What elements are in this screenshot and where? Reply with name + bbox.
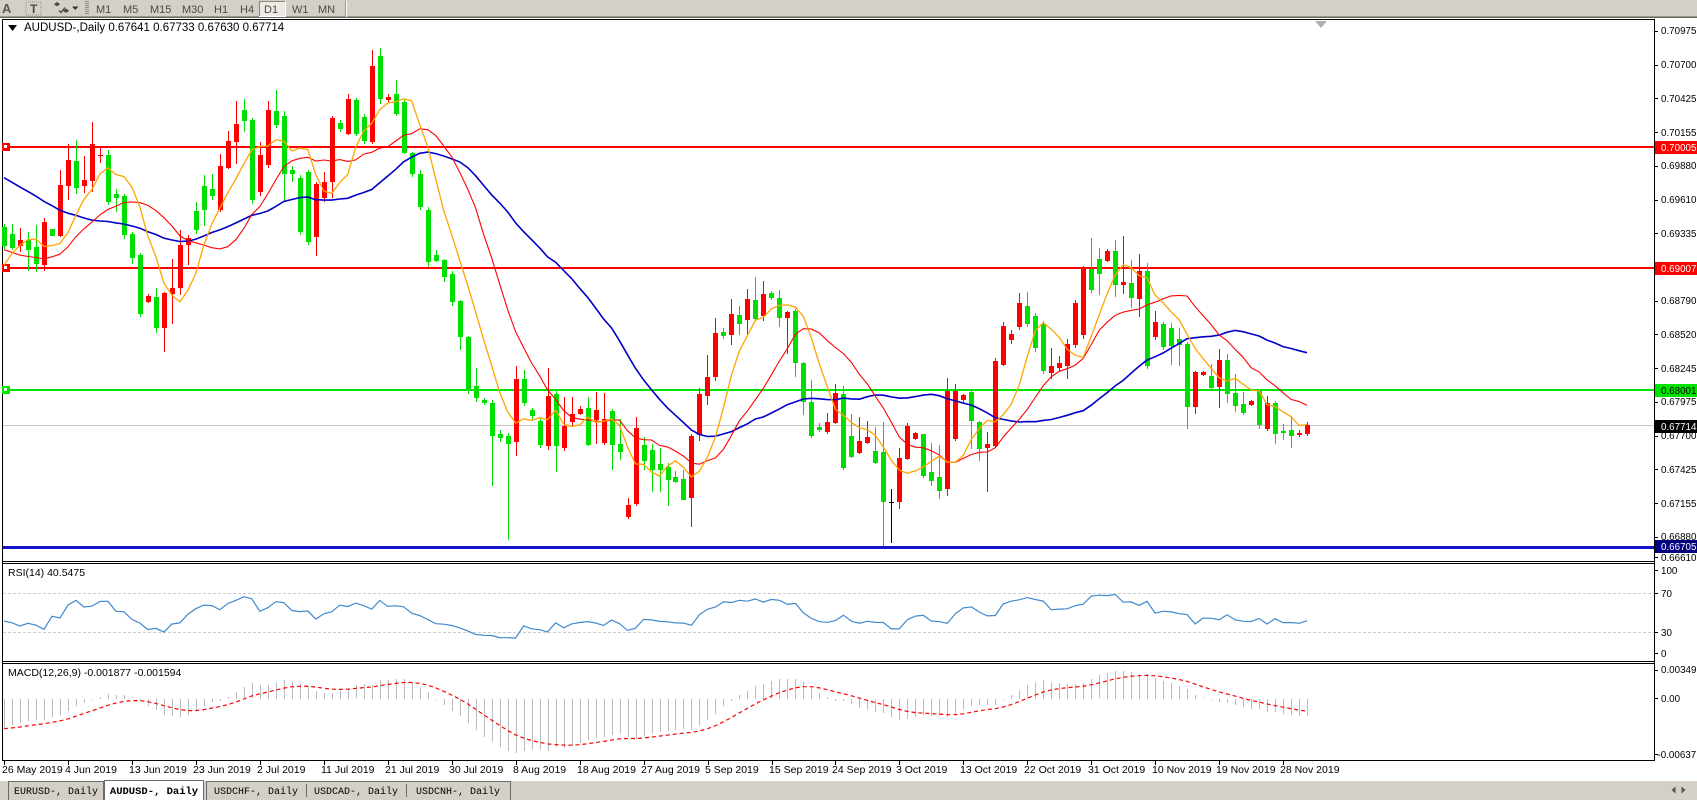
svg-text:M30: M30: [182, 4, 203, 16]
svg-text:28 Nov 2019: 28 Nov 2019: [1280, 764, 1340, 776]
svg-text:USDCNH-, Daily: USDCNH-, Daily: [416, 786, 500, 798]
svg-text:30: 30: [1661, 628, 1672, 639]
svg-text:18 Aug 2019: 18 Aug 2019: [577, 764, 636, 776]
svg-text:11 Jul 2019: 11 Jul 2019: [321, 764, 375, 776]
svg-text:13 Oct 2019: 13 Oct 2019: [960, 764, 1017, 776]
svg-text:100: 100: [1661, 566, 1678, 577]
svg-text:H4: H4: [240, 4, 254, 16]
svg-text:H1: H1: [214, 4, 228, 16]
svg-text:30 Jul 2019: 30 Jul 2019: [449, 764, 503, 776]
svg-text:W1: W1: [292, 4, 309, 16]
svg-text:0.70425: 0.70425: [1661, 94, 1697, 105]
svg-text:0.67700: 0.67700: [1661, 431, 1697, 442]
svg-text:15 Sep 2019: 15 Sep 2019: [769, 764, 829, 776]
svg-text:4 Jun 2019: 4 Jun 2019: [65, 764, 117, 776]
svg-text:0: 0: [1661, 649, 1667, 660]
svg-text:M5: M5: [123, 4, 138, 16]
svg-text:RSI(14) 40.5475: RSI(14) 40.5475: [8, 567, 85, 579]
svg-text:0.68790: 0.68790: [1661, 296, 1697, 307]
svg-text:21 Jul 2019: 21 Jul 2019: [385, 764, 439, 776]
svg-text:D1: D1: [264, 4, 278, 16]
svg-text:24 Sep 2019: 24 Sep 2019: [832, 764, 892, 776]
svg-text:23 Jun 2019: 23 Jun 2019: [193, 764, 251, 776]
svg-text:13 Jun 2019: 13 Jun 2019: [129, 764, 187, 776]
svg-text:USDCAD-, Daily: USDCAD-, Daily: [314, 786, 398, 798]
svg-text:27 Aug 2019: 27 Aug 2019: [641, 764, 700, 776]
svg-text:0.69335: 0.69335: [1661, 229, 1697, 240]
svg-text:-0.00637: -0.00637: [1658, 750, 1697, 761]
svg-text:0.70155: 0.70155: [1661, 128, 1697, 139]
svg-text:0.69610: 0.69610: [1661, 195, 1697, 206]
svg-text:0.67714: 0.67714: [1661, 422, 1697, 433]
svg-text:A: A: [2, 1, 12, 16]
svg-text:0.68520: 0.68520: [1661, 330, 1697, 341]
svg-text:0.67155: 0.67155: [1661, 499, 1697, 510]
svg-text:10 Nov 2019: 10 Nov 2019: [1152, 764, 1212, 776]
svg-text:0.68245: 0.68245: [1661, 364, 1697, 375]
svg-text:0.69880: 0.69880: [1661, 161, 1697, 172]
svg-text:0.67425: 0.67425: [1661, 465, 1697, 476]
svg-text:0.70005: 0.70005: [1661, 143, 1697, 154]
svg-text:2 Jul 2019: 2 Jul 2019: [257, 764, 306, 776]
svg-text:0.66705: 0.66705: [1661, 542, 1697, 553]
svg-text:0.69007: 0.69007: [1661, 264, 1696, 275]
svg-text:EURUSD-, Daily: EURUSD-, Daily: [14, 786, 98, 798]
svg-text:22 Oct 2019: 22 Oct 2019: [1024, 764, 1081, 776]
svg-text:31 Oct 2019: 31 Oct 2019: [1088, 764, 1145, 776]
svg-text:0.66880: 0.66880: [1661, 532, 1697, 543]
svg-text:MACD(12,26,9) -0.001877 -0.001: MACD(12,26,9) -0.001877 -0.001594: [8, 667, 182, 679]
svg-text:0.66610: 0.66610: [1661, 553, 1697, 564]
svg-text:MN: MN: [318, 4, 335, 16]
svg-text:3 Oct 2019: 3 Oct 2019: [896, 764, 948, 776]
svg-text:70: 70: [1661, 589, 1672, 600]
svg-text:0.68001: 0.68001: [1661, 386, 1696, 397]
svg-text:M1: M1: [96, 4, 111, 16]
svg-text:T: T: [30, 2, 38, 16]
svg-text:8 Aug 2019: 8 Aug 2019: [513, 764, 566, 776]
svg-text:19 Nov 2019: 19 Nov 2019: [1216, 764, 1276, 776]
svg-text:AUDUSD-,Daily 0.67641 0.67733: AUDUSD-,Daily 0.67641 0.67733 0.67630 0.…: [24, 22, 285, 34]
svg-text:0.67975: 0.67975: [1661, 397, 1697, 408]
svg-text:AUDUSD-, Daily: AUDUSD-, Daily: [110, 786, 199, 798]
svg-text:0.70700: 0.70700: [1661, 60, 1697, 71]
svg-text:M15: M15: [150, 4, 171, 16]
svg-text:0.00349: 0.00349: [1661, 665, 1696, 676]
svg-text:0.70975: 0.70975: [1661, 26, 1697, 37]
svg-text:5 Sep 2019: 5 Sep 2019: [705, 764, 759, 776]
svg-text:0.00: 0.00: [1661, 694, 1681, 705]
svg-text:26 May 2019: 26 May 2019: [2, 764, 63, 776]
svg-text:USDCHF-, Daily: USDCHF-, Daily: [214, 786, 298, 798]
